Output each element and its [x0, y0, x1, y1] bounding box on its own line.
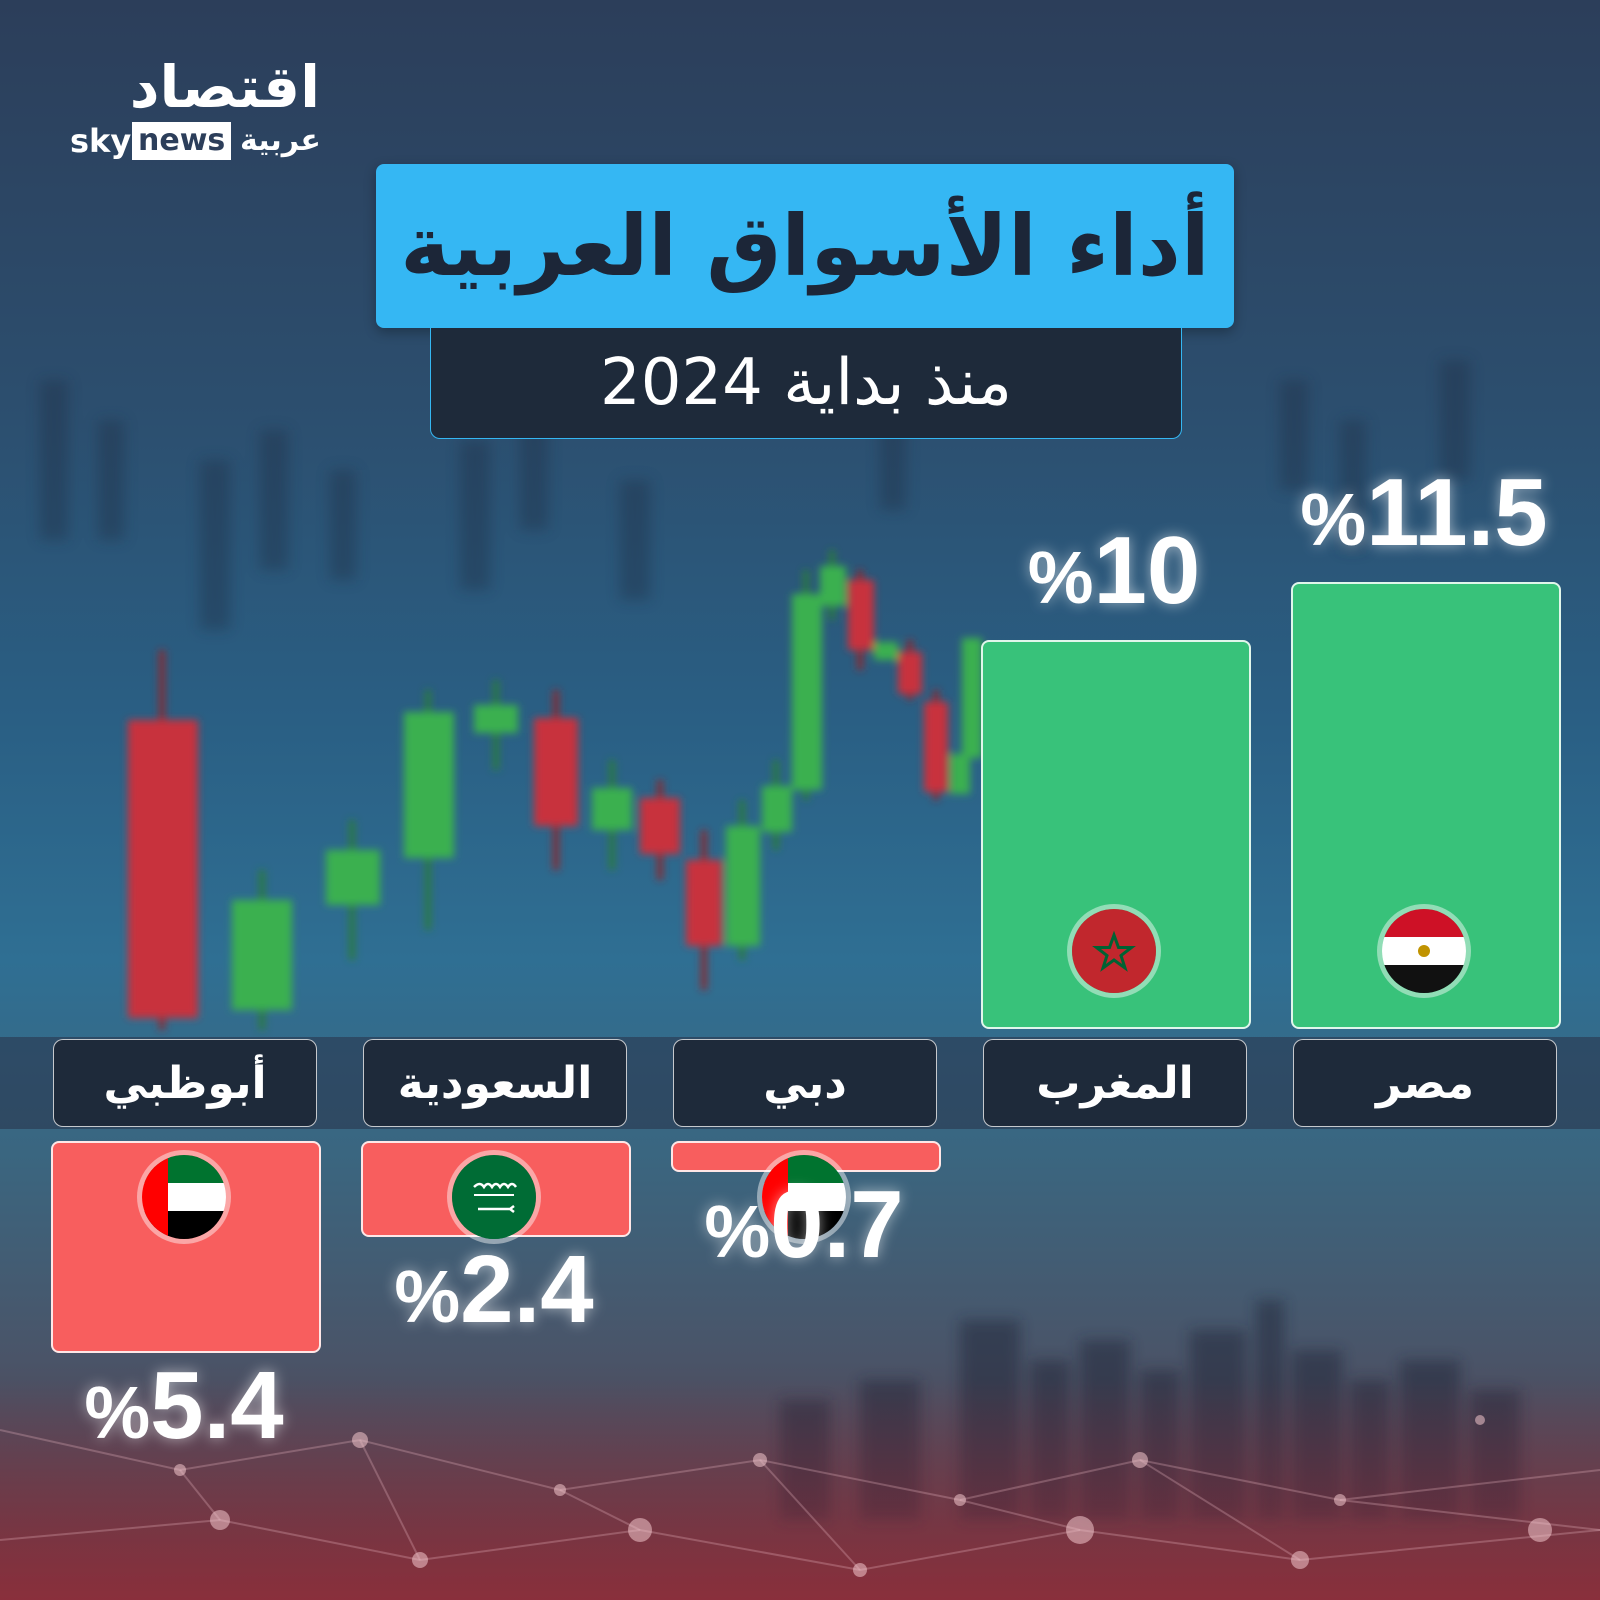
sky-news-arabia-economy-logo: اقتصاد sky news عربية — [68, 56, 328, 166]
morocco-flag-icon — [1072, 909, 1156, 993]
percent-sign: % — [1027, 536, 1094, 619]
chart-subtitle: منذ بداية 2024 — [599, 346, 1013, 420]
egypt-flag-icon — [1382, 909, 1466, 993]
category-label: أبوظبي — [103, 1057, 267, 1109]
logo-sky-text: sky — [70, 122, 132, 160]
data-label: %10 — [964, 516, 1264, 626]
chart-title-box: أداء الأسواق العربية — [376, 164, 1234, 328]
category-label-box: أبوظبي — [53, 1039, 317, 1127]
chart-title: أداء الأسواق العربية — [400, 197, 1210, 295]
category-label: مصر — [1376, 1057, 1474, 1109]
category-label: السعودية — [397, 1057, 593, 1109]
percent-sign: % — [394, 1255, 461, 1339]
logo-arabic-wordmark: اقتصاد — [129, 53, 321, 121]
data-label: %11.5 — [1274, 458, 1574, 568]
chart-subtitle-box: منذ بداية 2024 — [430, 328, 1182, 439]
uae-flag-icon — [142, 1155, 226, 1239]
data-label: %0.7 — [654, 1170, 954, 1280]
logo-arabia-text: عربية — [240, 123, 321, 158]
data-label: %2.4 — [344, 1235, 644, 1345]
logo-news-text: news — [132, 122, 232, 160]
data-value: 11.5 — [1366, 459, 1548, 567]
percent-sign: % — [84, 1370, 151, 1454]
category-label-box: السعودية — [363, 1039, 627, 1127]
data-value: 0.7 — [770, 1170, 904, 1278]
data-value: 5.4 — [150, 1351, 284, 1459]
category-label: المغرب — [1036, 1057, 1194, 1109]
percent-sign: % — [1300, 478, 1367, 562]
category-label-box: دبي — [673, 1039, 937, 1127]
data-value: 2.4 — [460, 1236, 594, 1344]
category-label: دبي — [763, 1057, 847, 1109]
saudi-flag-icon — [452, 1155, 536, 1239]
data-value: 10 — [1093, 517, 1201, 624]
data-label: %5.4 — [34, 1351, 334, 1461]
category-label-box: مصر — [1293, 1039, 1557, 1127]
category-label-box: المغرب — [983, 1039, 1247, 1127]
percent-sign: % — [704, 1189, 771, 1273]
